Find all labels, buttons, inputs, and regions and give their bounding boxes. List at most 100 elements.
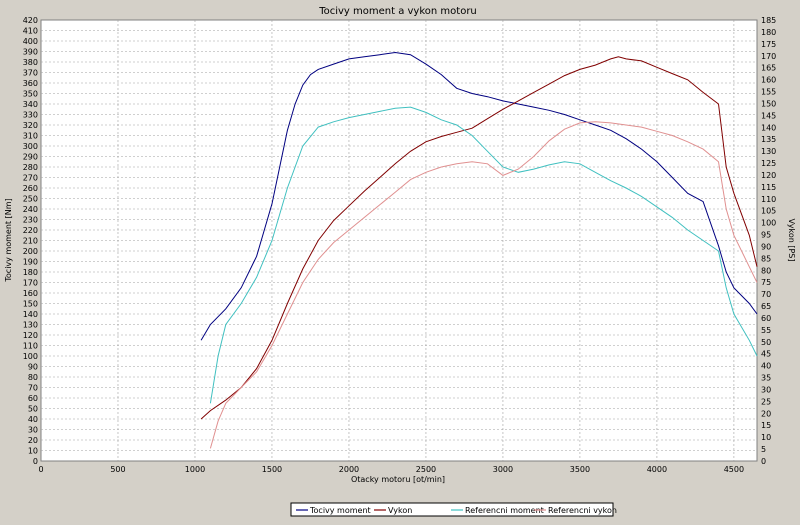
y-left-tick-label: 220	[23, 226, 38, 235]
y-left-tick-label: 30	[28, 426, 38, 435]
x-tick-label: 2500	[416, 465, 436, 474]
y-left-tick-label: 190	[23, 258, 38, 267]
x-axis-label: Otacky motoru [ot/min]	[351, 475, 445, 484]
y-left-tick-label: 330	[23, 111, 38, 120]
y-right-tick-label: 15	[761, 421, 771, 430]
y-left-tick-label: 210	[23, 237, 38, 246]
y-right-tick-label: 90	[761, 242, 771, 251]
y-right-tick-label: 55	[761, 326, 771, 335]
y-left-tick-label: 150	[23, 300, 38, 309]
y-left-tick-label: 70	[28, 384, 38, 393]
y-left-tick-label: 160	[23, 289, 38, 298]
y-left-tick-label: 170	[23, 279, 38, 288]
y-right-tick-label: 45	[761, 350, 771, 359]
y-right-tick-label: 40	[761, 362, 771, 371]
y-left-tick-label: 130	[23, 321, 38, 330]
y-left-tick-label: 410	[23, 27, 38, 36]
y-right-tick-label: 20	[761, 409, 771, 418]
y-left-tick-label: 300	[23, 142, 38, 151]
y-right-tick-label: 75	[761, 278, 771, 287]
y-right-tick-label: 150	[761, 99, 776, 108]
y-left-tick-label: 310	[23, 132, 38, 141]
y-left-tick-label: 90	[28, 363, 38, 372]
y-right-tick-label: 170	[761, 52, 776, 61]
series-line	[209, 121, 758, 449]
y-left-tick-label: 370	[23, 69, 38, 78]
y-left-tick-label: 60	[28, 394, 38, 403]
y-right-tick-label: 155	[761, 88, 776, 97]
y-left-tick-label: 100	[23, 352, 38, 361]
y-right-tick-label: 120	[761, 171, 776, 180]
y-left-tick-label: 200	[23, 247, 38, 256]
y-left-tick-label: 80	[28, 373, 38, 382]
y-axis-left-label: Tocivy moment [Nm]	[4, 198, 13, 282]
y-right-tick-label: 185	[761, 16, 776, 25]
y-left-tick-label: 230	[23, 216, 38, 225]
y-right-tick-label: 110	[761, 195, 776, 204]
x-tick-label: 0	[38, 465, 43, 474]
y-left-tick-label: 50	[28, 405, 38, 414]
y-left-tick-label: 180	[23, 268, 38, 277]
y-right-tick-label: 175	[761, 40, 776, 49]
y-right-tick-label: 125	[761, 159, 776, 168]
legend-entry-label: Tocivy moment	[309, 506, 371, 515]
y-left-tick-label: 110	[23, 342, 38, 351]
x-tick-label: 4000	[647, 465, 667, 474]
y-right-tick-label: 65	[761, 302, 771, 311]
y-left-tick-label: 120	[23, 331, 38, 340]
y-left-tick-label: 350	[23, 90, 38, 99]
legend-entry-label: Vykon	[388, 506, 412, 515]
y-left-tick-label: 400	[23, 37, 38, 46]
y-left-tick-label: 290	[23, 153, 38, 162]
y-left-tick-label: 20	[28, 436, 38, 445]
y-axis-right-label: Vykon [PS]	[787, 219, 796, 262]
y-right-tick-label: 145	[761, 111, 776, 120]
y-right-tick-label: 160	[761, 76, 776, 85]
y-right-tick-label: 135	[761, 135, 776, 144]
y-right-tick-label: 5	[761, 445, 766, 454]
y-left-tick-label: 280	[23, 163, 38, 172]
series-line	[200, 51, 758, 341]
y-right-tick-label: 25	[761, 397, 771, 406]
x-tick-label: 500	[110, 465, 125, 474]
y-right-tick-label: 60	[761, 314, 771, 323]
series-line	[209, 106, 758, 404]
y-left-tick-label: 140	[23, 310, 38, 319]
x-tick-label: 4500	[724, 465, 744, 474]
legend-entry-label: Referencni moment	[465, 506, 544, 515]
x-tick-label: 2000	[339, 465, 359, 474]
y-left-tick-label: 10	[28, 447, 38, 456]
x-tick-label: 3500	[570, 465, 590, 474]
y-left-tick-label: 360	[23, 79, 38, 88]
y-right-tick-label: 80	[761, 266, 771, 275]
x-tick-label: 1500	[262, 465, 282, 474]
y-right-tick-label: 165	[761, 64, 776, 73]
y-right-tick-label: 95	[761, 231, 771, 240]
y-left-tick-label: 240	[23, 205, 38, 214]
chart-title: Tocivy moment a vykon motoru	[318, 6, 477, 17]
y-left-tick-label: 0	[33, 457, 38, 466]
y-right-tick-label: 180	[761, 28, 776, 37]
y-left-tick-label: 40	[28, 415, 38, 424]
y-right-tick-label: 70	[761, 290, 771, 299]
y-left-tick-label: 260	[23, 184, 38, 193]
y-left-tick-label: 270	[23, 174, 38, 183]
x-tick-label: 1000	[185, 465, 205, 474]
legend-entry-label: Referencni vykon	[548, 506, 617, 515]
y-left-tick-label: 340	[23, 100, 38, 109]
y-right-tick-label: 0	[761, 457, 766, 466]
y-left-tick-label: 420	[23, 16, 38, 25]
y-right-tick-label: 35	[761, 374, 771, 383]
x-tick-label: 3000	[493, 465, 513, 474]
y-right-tick-label: 85	[761, 254, 771, 263]
y-right-tick-label: 50	[761, 338, 771, 347]
y-left-tick-label: 320	[23, 121, 38, 130]
y-right-tick-label: 105	[761, 207, 776, 216]
y-left-tick-label: 380	[23, 58, 38, 67]
y-right-tick-label: 30	[761, 385, 771, 394]
y-right-tick-label: 10	[761, 433, 771, 442]
y-right-tick-label: 140	[761, 123, 776, 132]
series-line	[200, 56, 758, 420]
